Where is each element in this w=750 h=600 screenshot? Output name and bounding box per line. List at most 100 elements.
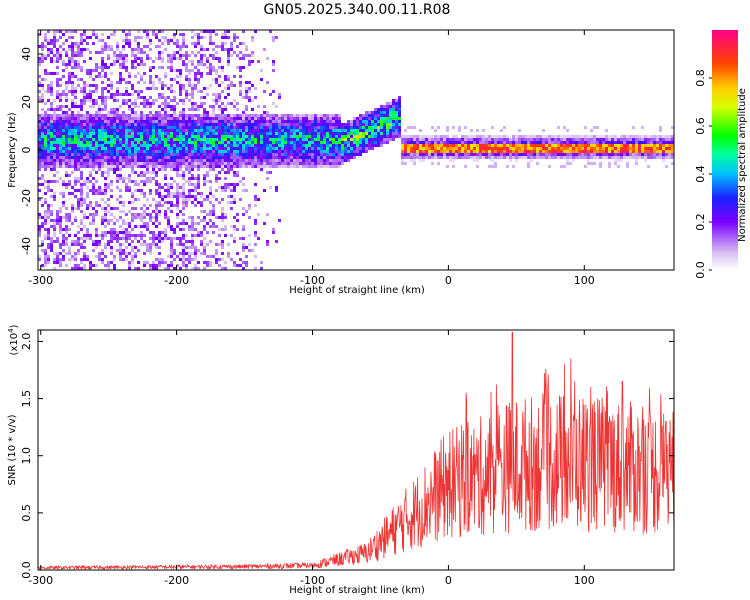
spectrogram-cell xyxy=(68,30,71,33)
spectrogram-cell xyxy=(89,114,92,117)
spectrogram-cell xyxy=(140,96,143,99)
spectrogram-cell xyxy=(80,222,83,225)
spectrogram-cell xyxy=(134,129,137,132)
spectrogram-cell xyxy=(536,138,539,141)
y-tick-label: 40 xyxy=(20,47,33,61)
spectrogram-cell xyxy=(395,117,398,120)
spectrogram-cell xyxy=(665,150,668,153)
spectrogram-cell xyxy=(191,246,194,249)
spectrogram-cell xyxy=(62,60,65,63)
spectrogram-cell xyxy=(224,96,227,99)
spectrogram-cell xyxy=(197,177,200,180)
spectrogram-cell xyxy=(656,150,659,153)
spectrogram-cell xyxy=(38,168,41,171)
spectrogram-cell xyxy=(149,69,152,72)
spectrogram-cell xyxy=(602,150,605,153)
spectrogram-cell xyxy=(257,156,260,159)
spectrogram-cell xyxy=(140,129,143,132)
spectrogram-cell xyxy=(587,150,590,153)
spectrogram-cell xyxy=(638,141,641,144)
spectrogram-cell xyxy=(488,144,491,147)
spectrogram-cell xyxy=(74,90,77,93)
spectrogram-cell xyxy=(647,165,650,168)
spectrogram-cell xyxy=(41,129,44,132)
spectrogram-cell xyxy=(248,96,251,99)
spectrogram-cell xyxy=(446,135,449,138)
spectrogram-cell xyxy=(185,45,188,48)
spectrogram-cell xyxy=(260,144,263,147)
spectrogram-cell xyxy=(101,48,104,51)
spectrogram-cell xyxy=(203,225,206,228)
spectrogram-cell xyxy=(101,198,104,201)
spectrogram-cell xyxy=(179,129,182,132)
spectrogram-cell xyxy=(188,177,191,180)
spectrogram-cell xyxy=(338,138,341,141)
spectrogram-cell xyxy=(290,153,293,156)
spectrogram-cell xyxy=(410,150,413,153)
spectrogram-cell xyxy=(452,156,455,159)
spectrogram-cell xyxy=(77,147,80,150)
spectrogram-cell xyxy=(77,117,80,120)
spectrogram-cell xyxy=(161,132,164,135)
spectrogram-cell xyxy=(56,132,59,135)
spectrogram-cell xyxy=(80,135,83,138)
spectrogram-cell xyxy=(644,135,647,138)
spectrogram-cell xyxy=(98,144,101,147)
spectrogram-cell xyxy=(47,138,50,141)
spectrogram-cell xyxy=(203,237,206,240)
spectrogram-cell xyxy=(116,234,119,237)
spectrogram-cell xyxy=(587,138,590,141)
spectrogram-cell xyxy=(515,156,518,159)
spectrogram-cell xyxy=(83,147,86,150)
spectrogram-cell xyxy=(71,66,74,69)
spectrogram-cell xyxy=(521,141,524,144)
spectrogram-cell xyxy=(242,147,245,150)
spectrogram-cell xyxy=(302,114,305,117)
spectrogram-cell xyxy=(74,42,77,45)
spectrogram-cell xyxy=(428,156,431,159)
spectrogram-cell xyxy=(299,132,302,135)
spectrogram-cell xyxy=(188,129,191,132)
spectrogram-cell xyxy=(515,159,518,162)
spectrogram-cell xyxy=(173,249,176,252)
spectrogram-cell xyxy=(224,78,227,81)
spectrogram-cell xyxy=(86,126,89,129)
spectrogram-cell xyxy=(209,225,212,228)
spectrogram-cell xyxy=(107,198,110,201)
spectrogram-cell xyxy=(212,99,215,102)
spectrogram-cell xyxy=(194,186,197,189)
spectrogram-cell xyxy=(590,129,593,132)
spectrogram-cell xyxy=(242,213,245,216)
spectrogram-cell xyxy=(47,84,50,87)
spectrogram-cell xyxy=(665,156,668,159)
spectrogram-cell xyxy=(92,222,95,225)
spectrogram-cell xyxy=(272,36,275,39)
spectrogram-cell xyxy=(158,165,161,168)
spectrogram-cell xyxy=(578,153,581,156)
spectrogram-cell xyxy=(374,111,377,114)
spectrogram-cell xyxy=(158,126,161,129)
spectrogram-cell xyxy=(284,126,287,129)
spectrogram-cell xyxy=(305,141,308,144)
spectrogram-cell xyxy=(293,138,296,141)
spectrogram-cell xyxy=(146,102,149,105)
spectrogram-cell xyxy=(455,141,458,144)
spectrogram-cell xyxy=(41,99,44,102)
spectrogram-cell xyxy=(344,144,347,147)
spectrogram-cell xyxy=(44,255,47,258)
spectrogram-cell xyxy=(68,90,71,93)
spectrogram-cell xyxy=(182,111,185,114)
spectrogram-cell xyxy=(329,165,332,168)
spectrogram-cell xyxy=(611,141,614,144)
spectrogram-cell xyxy=(500,147,503,150)
spectrogram-cell xyxy=(227,48,230,51)
spectrogram-cell xyxy=(194,234,197,237)
spectrogram-cell xyxy=(119,126,122,129)
spectrogram-cell xyxy=(53,114,56,117)
spectrogram-cell xyxy=(71,72,74,75)
spectrogram-cell xyxy=(131,195,134,198)
spectrogram-cell xyxy=(392,135,395,138)
spectrogram-cell xyxy=(68,135,71,138)
spectrogram-cell xyxy=(503,147,506,150)
spectrogram-cell xyxy=(131,261,134,264)
